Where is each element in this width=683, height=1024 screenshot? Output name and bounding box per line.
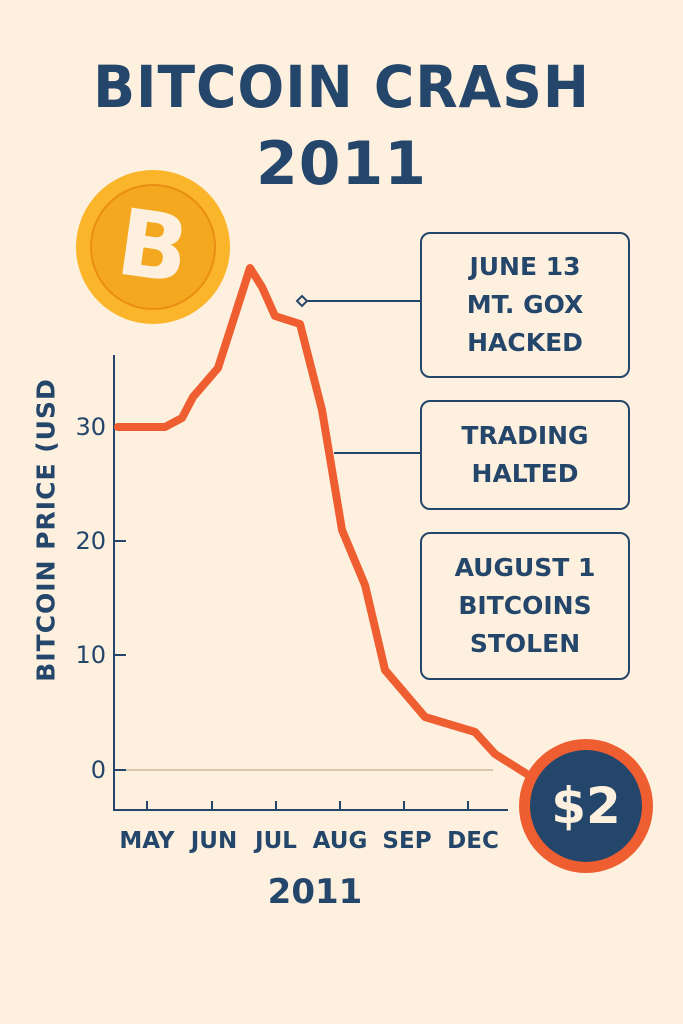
y-axis-ticks — [114, 540, 126, 771]
event-line: BITCOINS — [458, 591, 592, 620]
event-line: HACKED — [467, 328, 583, 357]
y-tick-label-0: 0 — [90, 756, 106, 784]
x-tick-label-aug: AUG — [312, 828, 368, 854]
event-box-bitcoins-stolen: AUGUST 1 BITCOINS STOLEN — [420, 532, 630, 680]
bitcoin-coin-face: B — [90, 184, 216, 310]
x-tick-label-sep: SEP — [382, 828, 432, 854]
x-axis-ticks — [146, 801, 469, 810]
event-box-trading-halted: TRADING HALTED — [420, 400, 630, 510]
event-line: TRADING — [461, 421, 589, 450]
price-line — [114, 264, 534, 780]
event-line: AUGUST 1 — [454, 553, 596, 582]
x-tick-label-jul: JUL — [255, 828, 297, 854]
x-axis-label: 2011 — [267, 872, 363, 912]
x-tick-label-may: MAY — [119, 828, 175, 854]
y-tick-label-20: 20 — [75, 527, 106, 555]
chart-title-line-1: BITCOIN CRASH — [93, 53, 590, 121]
event-line: STOLEN — [469, 629, 581, 658]
event-line: HALTED — [471, 459, 579, 488]
x-tick-label-dec: DEC — [447, 828, 499, 854]
y-tick-label-30: 30 — [75, 413, 106, 441]
y-axis-label: BITCOIN PRICE (USD — [31, 378, 61, 682]
bitcoin-icon: B — [76, 170, 230, 324]
diamond-marker-icon — [295, 294, 309, 308]
event-line: MT. GOX — [466, 290, 584, 319]
y-tick-label-10: 10 — [75, 641, 106, 669]
end-price-value: $2 — [530, 750, 642, 862]
chart-title-line-2: 2011 — [256, 129, 427, 199]
end-price-badge: $2 — [519, 739, 653, 873]
event-box-mtgox-hacked: JUNE 13 MT. GOX HACKED — [420, 232, 630, 378]
x-tick-label-jun: JUN — [190, 828, 238, 854]
event-line: JUNE 13 — [469, 252, 581, 281]
